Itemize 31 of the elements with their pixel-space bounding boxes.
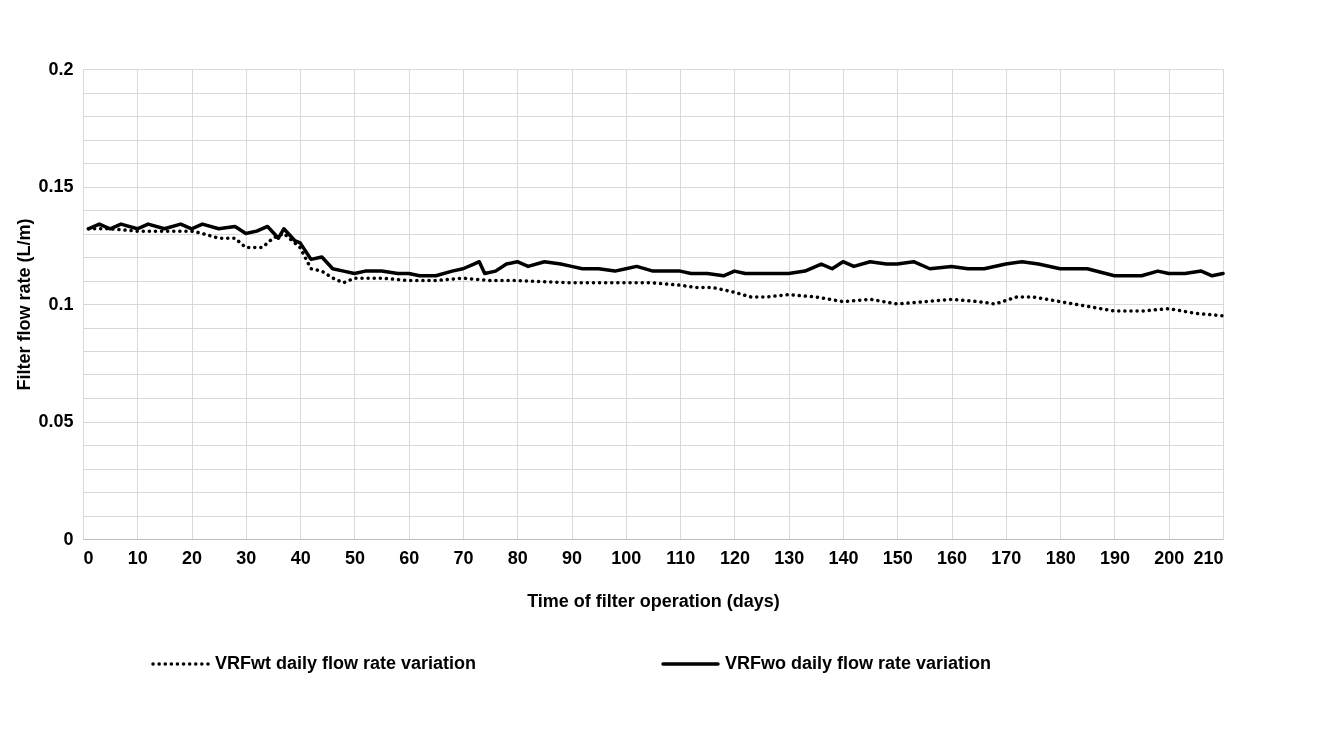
x-tick-label: 190 (1099, 547, 1130, 568)
x-tick-label: 210 (1193, 547, 1224, 568)
x-tick-label: 170 (991, 547, 1022, 568)
y-tick-label: 0.2 (48, 58, 74, 79)
x-tick-label: 120 (719, 547, 750, 568)
x-tick-label: 160 (937, 547, 968, 568)
x-tick-label: 70 (453, 547, 474, 568)
x-tick-label: 130 (774, 547, 805, 568)
y-axis-title: Filter flow rate (L/m) (14, 218, 35, 391)
x-tick-label: 20 (182, 547, 203, 568)
y-tick-label: 0.1 (48, 293, 74, 314)
x-tick-label: 150 (882, 547, 913, 568)
x-tick-label: 80 (507, 547, 528, 568)
x-tick-label: 140 (828, 547, 859, 568)
x-tick-label: 50 (344, 547, 365, 568)
x-tick-label: 180 (1045, 547, 1076, 568)
x-tick-label: 40 (290, 547, 311, 568)
x-tick-label: 60 (399, 547, 420, 568)
x-tick-label: 30 (236, 547, 257, 568)
y-tick-label: 0 (63, 528, 74, 549)
x-tick-label: 10 (127, 547, 148, 568)
y-tick-label: 0.15 (38, 176, 74, 196)
x-tick-label: 0 (83, 547, 94, 568)
x-tick-label: 200 (1154, 547, 1185, 568)
x-tick-label: 110 (666, 547, 696, 568)
x-tick-label: 90 (562, 547, 583, 568)
x-axis-title: Time of filter operation (days) (527, 590, 780, 611)
x-tick-label: 100 (611, 547, 642, 568)
legend-label: VRFwo daily flow rate variation (725, 653, 992, 673)
y-tick-label: 0.05 (38, 411, 74, 431)
legend-label: VRFwt daily flow rate variation (215, 653, 477, 673)
